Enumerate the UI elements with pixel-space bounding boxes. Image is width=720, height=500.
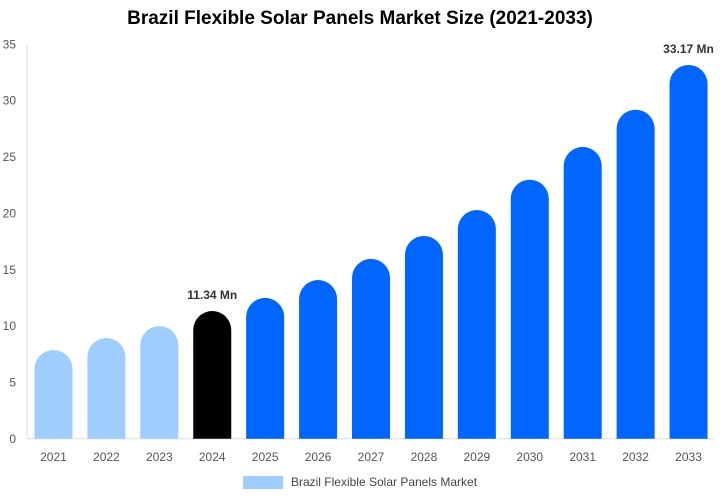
y-tick-label: 15 <box>3 263 17 277</box>
bar-2024 <box>193 310 232 439</box>
x-tick-label: 2022 <box>93 450 120 464</box>
bar-2023 <box>140 326 179 439</box>
y-tick-label: 5 <box>9 375 16 389</box>
bar-2025 <box>246 297 285 439</box>
y-tick-label: 30 <box>3 94 17 108</box>
chart-title: Brazil Flexible Solar Panels Market Size… <box>127 8 593 29</box>
x-tick-label: 2032 <box>622 450 649 464</box>
data-label: 33.17 Mn <box>663 42 714 56</box>
x-tick-label: 2030 <box>516 450 543 464</box>
data-label: 11.34 Mn <box>187 288 237 302</box>
bar-2031 <box>563 146 602 439</box>
x-tick-label: 2026 <box>305 450 332 464</box>
bar-2033 <box>669 64 708 439</box>
x-tick-label: 2027 <box>358 450 385 464</box>
bar-2030 <box>510 179 549 439</box>
y-tick-label: 10 <box>3 319 17 333</box>
bar-2026 <box>299 280 338 439</box>
bar-2021 <box>34 349 73 439</box>
x-tick-label: 2025 <box>252 450 279 464</box>
legend-swatch <box>242 475 283 489</box>
y-tick-label: 35 <box>3 37 17 51</box>
legend-label: Brazil Flexible Solar Panels Market <box>290 475 478 489</box>
y-tick-label: 0 <box>9 432 16 446</box>
x-tick-label: 2024 <box>199 450 226 464</box>
x-tick-label: 2023 <box>146 450 173 464</box>
bar-2029 <box>457 210 496 439</box>
y-tick-label: 20 <box>3 206 17 220</box>
x-tick-label: 2021 <box>40 450 67 464</box>
bar-2022 <box>87 338 126 439</box>
x-tick-label: 2033 <box>675 450 702 464</box>
x-tick-label: 2031 <box>569 450 596 464</box>
bar-2032 <box>616 109 655 439</box>
x-tick-label: 2028 <box>411 450 438 464</box>
legend: Brazil Flexible Solar Panels Market <box>0 475 720 489</box>
y-tick-label: 25 <box>3 150 17 164</box>
bar-2028 <box>404 235 443 439</box>
x-tick-label: 2029 <box>463 450 490 464</box>
bar-2027 <box>352 258 390 439</box>
